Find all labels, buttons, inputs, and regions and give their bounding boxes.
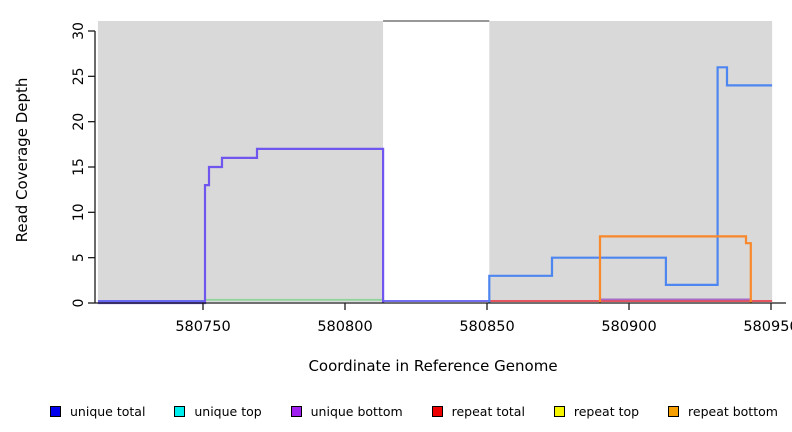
legend-label: repeat bottom [688, 403, 778, 419]
legend-label: unique top [194, 403, 262, 419]
x-tick-label: 580850 [459, 319, 514, 335]
legend-item-unique-total: unique total [50, 404, 145, 419]
y-tick-label: 20 [71, 113, 87, 131]
shaded-region [97, 21, 384, 302]
legend-swatch [668, 405, 680, 417]
legend-label: repeat top [573, 403, 640, 419]
legend-item-repeat-bottom: repeat bottom [668, 404, 778, 419]
y-tick-label: 5 [71, 253, 87, 262]
series-line-unique-total [488, 66, 773, 303]
legend-swatch [174, 405, 186, 417]
legend-label: unique bottom [310, 403, 403, 419]
coverage-plot: 0 5 10 15 20 25 30 580750 580800 580850 580900 5809… [13, 20, 792, 375]
series-line-unique-bottom [97, 147, 385, 305]
x-tick-label: 580800 [317, 319, 372, 335]
shaded-region [489, 21, 773, 302]
shaded-regions-layer [97, 20, 773, 302]
x-tick-label: 580900 [601, 319, 656, 335]
y-tick-label: 25 [71, 67, 87, 85]
y-tick-label: 10 [71, 203, 87, 221]
legend-swatch [553, 405, 565, 417]
legend-label: repeat total [451, 403, 525, 419]
legend-item-unique-top: unique top [174, 403, 262, 419]
y-tick-label: 30 [71, 22, 87, 40]
legend-swatch [290, 405, 302, 417]
x-tick-label: 580750 [175, 319, 230, 335]
legend-item-unique-bottom: unique bottom [290, 403, 403, 419]
legend-item-repeat-top: repeat top [553, 403, 640, 419]
legend-item-repeat-total: repeat total [431, 403, 525, 419]
series-line-repeat-bottom [598, 235, 752, 303]
series-lines-layer [97, 66, 773, 305]
legend-swatch [50, 405, 61, 417]
y-tick-label: 0 [71, 299, 87, 308]
x-axis-label: Coordinate in Reference Genome [308, 357, 557, 375]
legend-label: unique total [70, 403, 146, 419]
y-tick-label: 15 [71, 158, 87, 176]
legend: unique total unique top unique bottom repea… [0, 396, 792, 426]
legend-swatch [431, 405, 443, 417]
y-axis-label: Read Coverage Depth [13, 78, 31, 243]
x-tick-label: 580950 [743, 319, 792, 335]
axes-layer: 0 5 10 15 20 25 30 580750 580800 580850 580900 5809… [71, 22, 792, 335]
